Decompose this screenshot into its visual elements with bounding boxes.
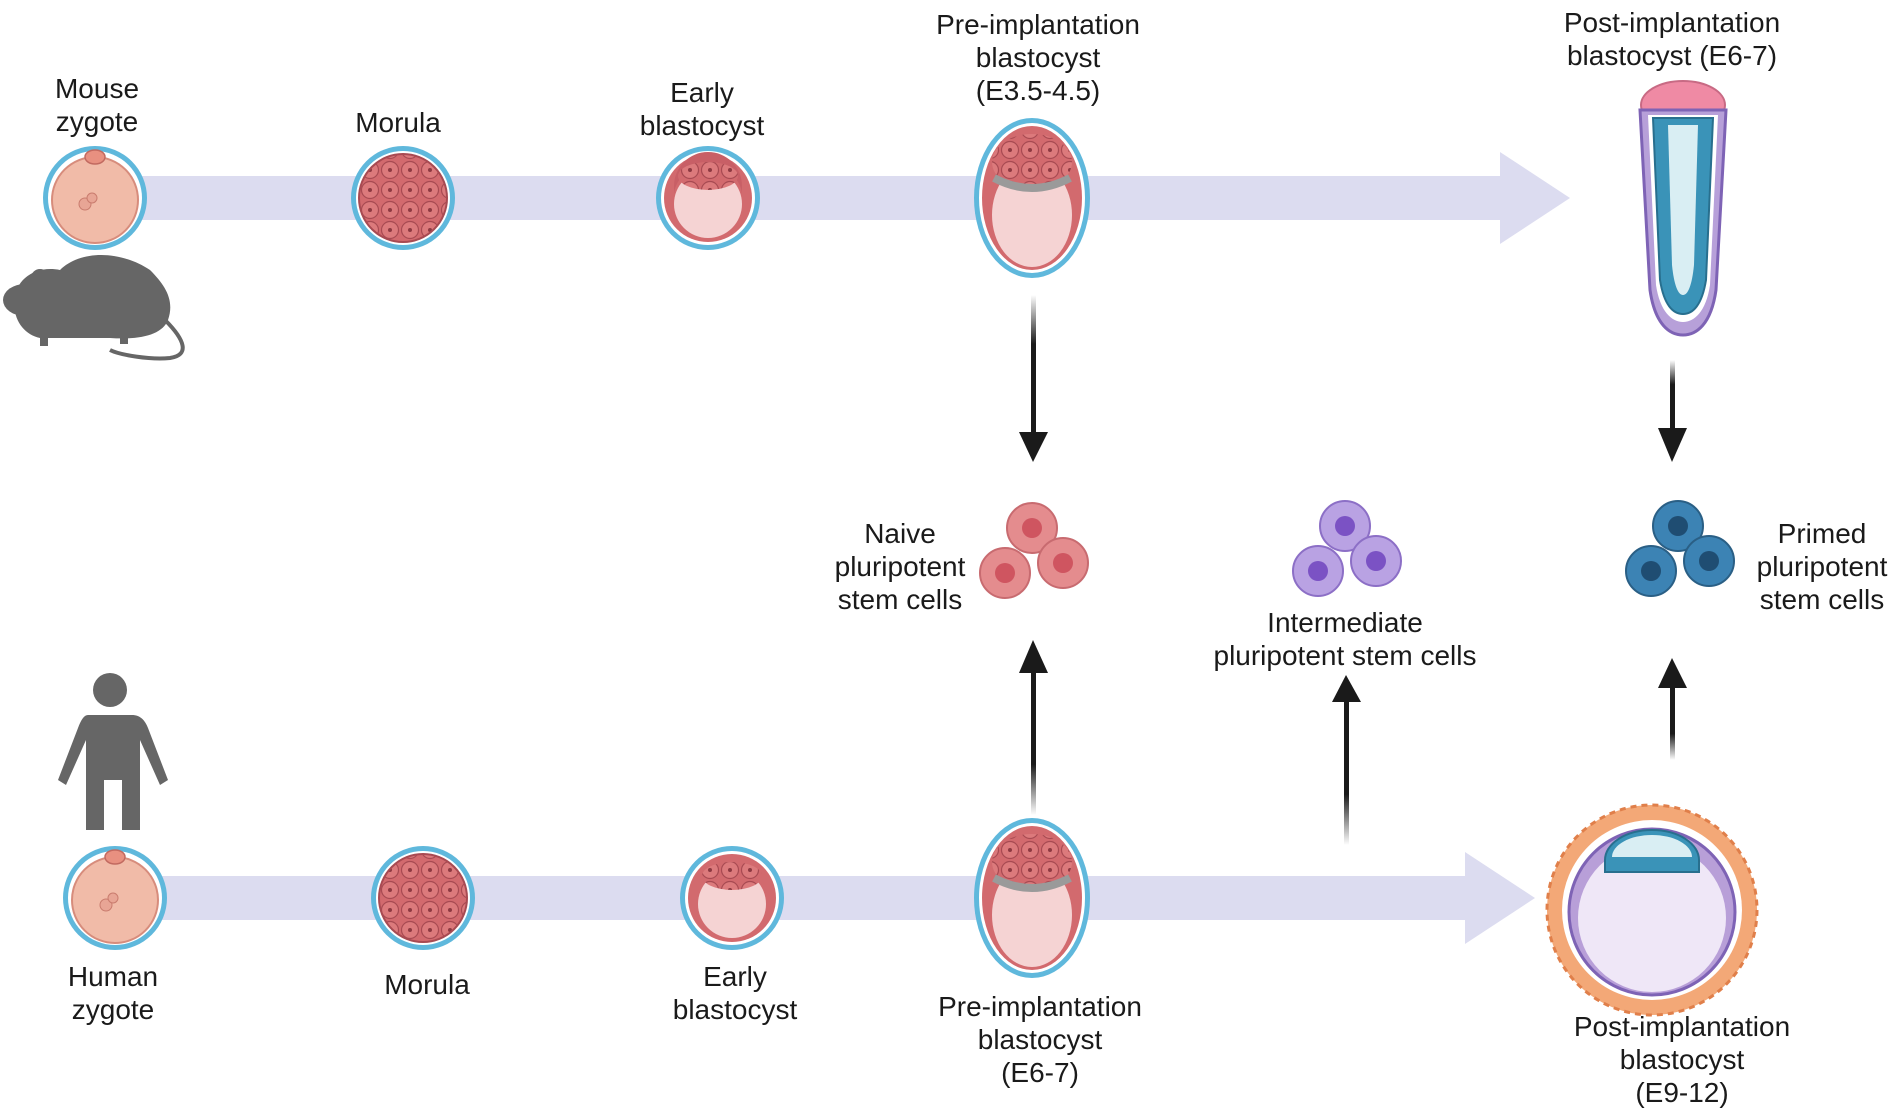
- human-zygote-icon: [63, 846, 167, 950]
- mouse-post-implantation-label: Post-implantation blastocyst (E6-7): [1563, 7, 1781, 71]
- mouse-morula-label: Morula: [355, 107, 441, 138]
- arrow-mouse-post-to-primed: [1658, 360, 1687, 462]
- human-zygote-label: Human zygote: [67, 961, 159, 1025]
- naive-stem-cells-icon: [979, 502, 1089, 599]
- intermediate-stem-cells-label: Intermediate pluripotent stem cells: [1213, 607, 1477, 671]
- mouse-timeline: [90, 152, 1570, 244]
- human-pre-implantation-blastocyst-icon: [974, 818, 1090, 978]
- human-morula-icon: [371, 846, 475, 950]
- mouse-icon: [3, 255, 185, 361]
- mouse-early-blastocyst-label: Early blastocyst: [639, 77, 765, 141]
- mouse-early-blastocyst-icon: [656, 146, 760, 250]
- mouse-morula-icon: [351, 146, 455, 250]
- naive-stem-cells-label: Naive pluripotent stem cells: [834, 518, 966, 615]
- mouse-pre-implantation-label: Pre-implantation blastocyst (E3.5-4.5): [936, 9, 1140, 106]
- primed-stem-cells-icon: [1625, 500, 1735, 597]
- arrow-human-to-intermediate: [1332, 675, 1361, 845]
- arrow-mouse-pre-to-naive: [1019, 295, 1048, 462]
- primed-stem-cells-label: Primed pluripotent stem cells: [1756, 518, 1888, 615]
- mouse-post-implantation-blastocyst-icon: [1638, 80, 1728, 337]
- human-early-blastocyst-label: Early blastocyst: [672, 961, 798, 1025]
- mouse-zygote-label: Mouse zygote: [54, 73, 140, 137]
- intermediate-stem-cells-icon: [1292, 500, 1402, 597]
- human-early-blastocyst-icon: [680, 846, 784, 950]
- human-morula-label: Morula: [384, 969, 470, 1000]
- arrow-human-post-to-primed: [1658, 658, 1687, 760]
- mouse-zygote-icon: [43, 146, 147, 250]
- human-pre-implantation-label: Pre-implantation blastocyst (E6-7): [938, 991, 1142, 1088]
- arrow-human-pre-to-naive: [1019, 640, 1048, 815]
- human-post-implantation-label: Post-implantation blastocyst (E9-12): [1573, 1011, 1791, 1108]
- human-icon: [58, 673, 168, 830]
- human-timeline: [110, 852, 1535, 944]
- human-post-implantation-blastocyst-icon: [1545, 803, 1759, 1017]
- mouse-pre-implantation-blastocyst-icon: [974, 118, 1090, 278]
